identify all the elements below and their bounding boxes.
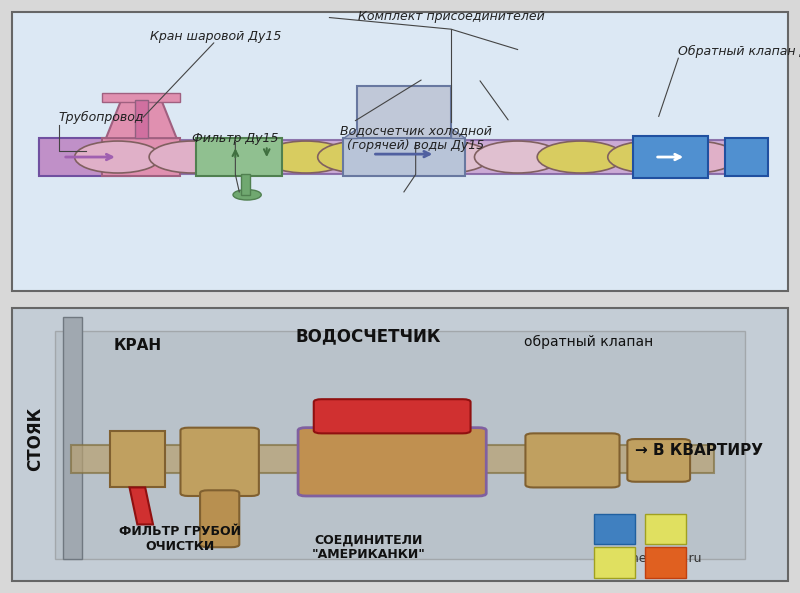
Polygon shape [106, 99, 177, 138]
FancyBboxPatch shape [196, 138, 282, 176]
Text: Водосчетчик холодной
(горячей) воды Ду15: Водосчетчик холодной (горячей) воды Ду15 [340, 124, 492, 152]
Circle shape [474, 141, 561, 173]
FancyBboxPatch shape [200, 490, 239, 547]
Text: Кран шаровой Ду15: Кран шаровой Ду15 [150, 30, 282, 43]
Text: СОЕДИНИТЕЛИ
"АМЕРИКАНКИ": СОЕДИНИТЕЛИ "АМЕРИКАНКИ" [312, 533, 426, 561]
Text: Комплект присоединителей: Комплект присоединителей [358, 9, 544, 23]
FancyBboxPatch shape [181, 428, 259, 496]
FancyBboxPatch shape [39, 138, 130, 176]
Text: обратный клапан: обратный клапан [523, 335, 653, 349]
Circle shape [651, 141, 737, 173]
FancyBboxPatch shape [726, 138, 769, 176]
FancyBboxPatch shape [241, 174, 250, 195]
FancyBboxPatch shape [594, 514, 635, 544]
FancyBboxPatch shape [645, 547, 686, 578]
FancyBboxPatch shape [102, 138, 181, 176]
FancyBboxPatch shape [298, 428, 486, 496]
FancyBboxPatch shape [135, 100, 147, 138]
FancyBboxPatch shape [343, 138, 465, 176]
Circle shape [149, 141, 235, 173]
FancyBboxPatch shape [12, 12, 788, 291]
FancyBboxPatch shape [12, 308, 788, 581]
Text: Фильтр Ду15: Фильтр Ду15 [192, 132, 278, 145]
FancyBboxPatch shape [634, 136, 708, 178]
FancyBboxPatch shape [110, 431, 165, 487]
FancyBboxPatch shape [627, 439, 690, 482]
Polygon shape [130, 487, 153, 524]
Circle shape [537, 141, 623, 173]
FancyBboxPatch shape [55, 331, 745, 559]
Text: Трубопровод: Трубопровод [59, 111, 145, 125]
Text: КРАН: КРАН [114, 337, 162, 353]
Polygon shape [343, 128, 357, 138]
FancyBboxPatch shape [594, 547, 635, 578]
FancyBboxPatch shape [357, 86, 451, 138]
Circle shape [74, 141, 161, 173]
Circle shape [204, 141, 290, 173]
Circle shape [404, 141, 490, 173]
FancyBboxPatch shape [70, 445, 714, 473]
Circle shape [608, 141, 694, 173]
Polygon shape [451, 128, 465, 138]
FancyBboxPatch shape [314, 399, 470, 433]
Circle shape [318, 141, 404, 173]
Text: СТОЯК: СТОЯК [26, 407, 45, 471]
Text: 4chetchika.ru: 4chetchika.ru [616, 552, 702, 565]
Text: Обратный клапан Ду15: Обратный клапан Ду15 [678, 44, 800, 58]
FancyBboxPatch shape [102, 93, 181, 102]
FancyBboxPatch shape [526, 433, 619, 487]
FancyBboxPatch shape [63, 317, 82, 559]
Text: → В КВАРТИРУ: → В КВАРТИРУ [635, 443, 763, 458]
Circle shape [233, 190, 262, 200]
Circle shape [262, 141, 349, 173]
FancyBboxPatch shape [39, 139, 761, 174]
FancyBboxPatch shape [645, 514, 686, 544]
Text: ФИЛЬТР ГРУБОЙ
ОЧИСТКИ: ФИЛЬТР ГРУБОЙ ОЧИСТКИ [119, 525, 242, 553]
Text: ВОДОСЧЕТЧИК: ВОДОСЧЕТЧИК [296, 327, 442, 346]
